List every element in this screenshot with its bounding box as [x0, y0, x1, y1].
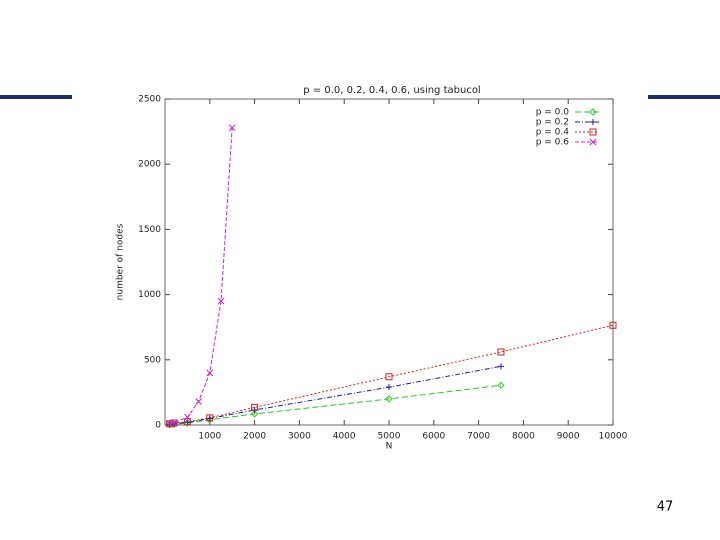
data-point [497, 381, 505, 389]
data-point [385, 395, 393, 403]
x-tick-label: 6000 [422, 432, 445, 442]
data-point [206, 414, 214, 422]
data-point [498, 363, 504, 370]
data-point [386, 384, 392, 391]
x-tick-label: 7000 [467, 432, 490, 442]
data-point [170, 419, 178, 427]
x-tick-label: 5000 [378, 432, 401, 442]
y-tick-label: 2000 [138, 160, 161, 170]
legend-marker [589, 138, 597, 146]
x-tick-label: 8000 [512, 432, 535, 442]
legend-label: p = 0.4 [536, 128, 570, 138]
series-line [169, 365, 502, 425]
series-line [169, 127, 233, 425]
legend-label: p = 0.6 [536, 138, 570, 148]
data-point [250, 410, 259, 418]
data-point [251, 403, 259, 411]
series-line [169, 324, 614, 425]
legend-marker [589, 128, 597, 136]
x-tick-label: 2000 [243, 432, 266, 442]
x-tick-label: 1000 [198, 432, 221, 442]
data-point [184, 413, 191, 421]
data-point [206, 369, 214, 377]
y-tick-label: 500 [144, 355, 161, 365]
legend-marker [589, 108, 597, 116]
data-point [195, 398, 202, 405]
data-point [609, 321, 617, 329]
x-axis-label: N [386, 442, 393, 452]
plot-frame [164, 98, 614, 426]
y-axis-label: number of nodes [116, 223, 126, 300]
x-tick-label: 10000 [599, 432, 628, 442]
series-line [169, 384, 502, 426]
x-tick-label: 4000 [333, 432, 356, 442]
y-tick-label: 2500 [138, 95, 161, 105]
data-point [497, 348, 505, 356]
x-tick-label: 9000 [557, 432, 580, 442]
y-tick-label: 0 [155, 421, 161, 431]
legend-label: p = 0.0 [536, 108, 570, 118]
y-tick-label: 1500 [138, 225, 161, 235]
data-point [228, 124, 236, 132]
legend-marker [590, 119, 596, 125]
y-tick-label: 1000 [138, 290, 161, 300]
chart-title: p = 0.0, 0.2, 0.4, 0.6, using tabucol [303, 85, 480, 96]
data-point [217, 297, 225, 305]
page-number: 47 [657, 500, 674, 515]
legend-label: p = 0.2 [536, 118, 569, 128]
x-tick-label: 3000 [288, 432, 311, 442]
data-point [385, 373, 393, 381]
